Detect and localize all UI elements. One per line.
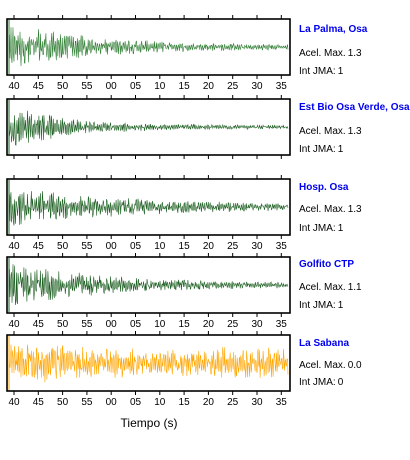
accel-label-2: Acel. Max. xyxy=(299,126,346,137)
int-jma-3: Int JMA: 1 xyxy=(299,223,345,234)
tick-label-1-5: 05 xyxy=(130,81,142,92)
accel-value-2: 1.3 xyxy=(347,126,362,137)
panel-frame-1 xyxy=(6,18,291,76)
accel-value-3: 1.3 xyxy=(347,204,362,215)
int-label-4: Int JMA: xyxy=(299,300,336,311)
station-name-1: La Palma, Osa xyxy=(299,24,368,35)
int-value-2: 1 xyxy=(337,144,344,155)
tick-label-4-5: 05 xyxy=(130,319,142,330)
tick-label-1-7: 15 xyxy=(179,81,191,92)
tick-label-1-2: 50 xyxy=(57,81,69,92)
accel-label-5: Acel. Max. xyxy=(299,360,346,371)
tick-label-5-1: 45 xyxy=(33,397,45,408)
tick-label-1-3: 55 xyxy=(81,81,93,92)
tick-label-3-8: 20 xyxy=(203,241,215,252)
tick-label-4-3: 55 xyxy=(81,319,93,330)
tick-label-1-1: 45 xyxy=(33,81,45,92)
tick-label-3-0: 40 xyxy=(8,241,20,252)
tick-label-5-0: 40 xyxy=(8,397,20,408)
int-label-3: Int JMA: xyxy=(299,223,336,234)
tick-label-3-5: 05 xyxy=(130,241,142,252)
tick-label-5-5: 05 xyxy=(130,397,142,408)
accel-label-1: Acel. Max. xyxy=(299,48,346,59)
tick-label-3-6: 10 xyxy=(154,241,166,252)
tick-label-1-8: 20 xyxy=(203,81,215,92)
tick-label-4-6: 10 xyxy=(154,319,166,330)
tick-label-1-9: 25 xyxy=(227,81,239,92)
int-jma-1: Int JMA: 1 xyxy=(299,66,345,77)
tick-label-3-4: 00 xyxy=(106,241,118,252)
accel-label-3: Acel. Max. xyxy=(299,204,346,215)
x-axis-title: Tiempo (s) xyxy=(120,416,178,430)
tick-label-3-11: 35 xyxy=(276,241,288,252)
tick-label-4-8: 20 xyxy=(203,319,215,330)
tick-label-5-2: 50 xyxy=(57,397,69,408)
station-name-3: Hosp. Osa xyxy=(299,182,349,193)
tick-label-5-11: 35 xyxy=(276,397,288,408)
tick-label-5-7: 15 xyxy=(179,397,191,408)
tick-label-4-0: 40 xyxy=(8,319,20,330)
accel-max-3: Acel. Max. 1.3 xyxy=(299,204,364,215)
tick-label-3-9: 25 xyxy=(227,241,239,252)
int-label-2: Int JMA: xyxy=(299,144,336,155)
int-value-1: 1 xyxy=(337,66,344,77)
accel-max-1: Acel. Max. 1.3 xyxy=(299,48,364,59)
tick-label-5-6: 10 xyxy=(154,397,166,408)
tick-label-4-9: 25 xyxy=(227,319,239,330)
int-value-3: 1 xyxy=(337,223,344,234)
waveform-3 xyxy=(8,191,289,226)
tick-label-4-4: 00 xyxy=(106,319,118,330)
tick-label-5-4: 00 xyxy=(106,397,118,408)
int-value-5: 0 xyxy=(337,377,344,388)
tick-label-4-10: 30 xyxy=(251,319,263,330)
tick-label-3-3: 55 xyxy=(81,241,93,252)
tick-label-1-4: 00 xyxy=(106,81,118,92)
panel-frame-3 xyxy=(6,178,291,236)
tick-label-4-7: 15 xyxy=(179,319,191,330)
int-jma-5: Int JMA: 0 xyxy=(299,377,345,388)
tick-label-4-11: 35 xyxy=(276,319,288,330)
waveform-4 xyxy=(8,264,289,306)
tick-label-4-1: 45 xyxy=(33,319,45,330)
accel-value-1: 1.3 xyxy=(347,48,362,59)
waveform-1 xyxy=(8,27,289,67)
panel-frame-4 xyxy=(6,256,291,314)
int-jma-2: Int JMA: 1 xyxy=(299,144,345,155)
int-label-5: Int JMA: xyxy=(299,377,336,388)
tick-label-3-2: 50 xyxy=(57,241,69,252)
station-name-2: Est Bio Osa Verde, Osa xyxy=(299,102,410,113)
tick-label-5-10: 30 xyxy=(251,397,263,408)
waveform-5 xyxy=(8,344,289,383)
tick-label-1-11: 35 xyxy=(276,81,288,92)
tick-label-3-1: 45 xyxy=(33,241,45,252)
tick-label-5-3: 55 xyxy=(81,397,93,408)
int-value-4: 1 xyxy=(337,300,344,311)
accel-max-2: Acel. Max. 1.3 xyxy=(299,126,364,137)
tick-label-1-6: 10 xyxy=(154,81,166,92)
waveform-2 xyxy=(8,107,289,146)
tick-label-3-7: 15 xyxy=(179,241,191,252)
int-jma-4: Int JMA: 1 xyxy=(299,300,345,311)
station-name-5: La Sabana xyxy=(299,338,350,349)
int-label-1: Int JMA: xyxy=(299,66,336,77)
accel-max-5: Acel. Max. 0.0 xyxy=(299,360,364,371)
tick-label-1-0: 40 xyxy=(8,81,20,92)
tick-label-4-2: 50 xyxy=(57,319,69,330)
station-name-4: Golfito CTP xyxy=(299,259,354,270)
accel-max-4: Acel. Max. 1.1 xyxy=(299,282,364,293)
tick-label-1-10: 30 xyxy=(251,81,263,92)
accel-label-4: Acel. Max. xyxy=(299,282,346,293)
tick-label-5-9: 25 xyxy=(227,397,239,408)
panel-frame-5 xyxy=(6,334,291,392)
tick-label-5-8: 20 xyxy=(203,397,215,408)
panel-frame-2 xyxy=(6,98,291,156)
tick-label-3-10: 30 xyxy=(251,241,263,252)
accel-value-4: 1.1 xyxy=(347,282,362,293)
accel-value-5: 0.0 xyxy=(347,360,362,371)
